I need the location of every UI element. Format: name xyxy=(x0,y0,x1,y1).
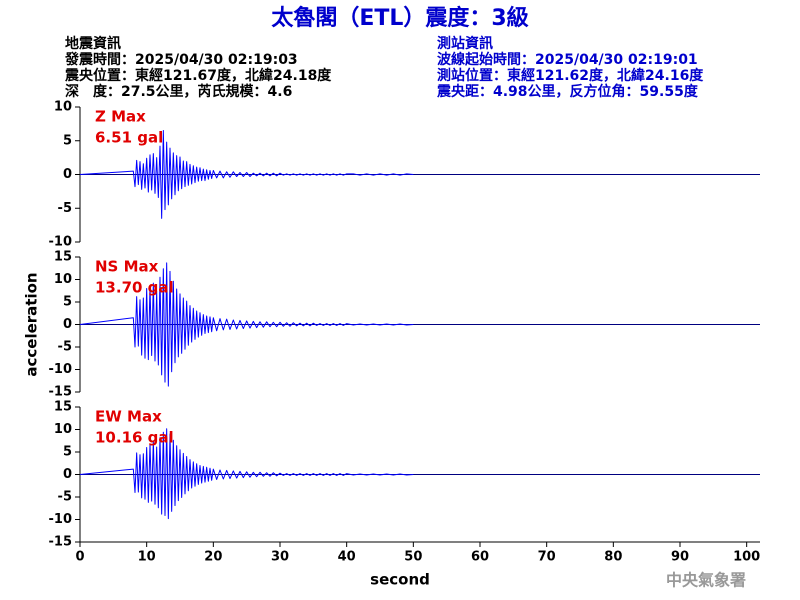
y-tick-label: -5 xyxy=(58,340,72,355)
station-info: 震央距：4.98公里，反方位角：59.55度 xyxy=(436,83,699,100)
y-tick-label: 15 xyxy=(54,250,72,265)
station-info: 測站位置：東經121.62度，北緯24.16度 xyxy=(437,67,704,84)
station-info: 測站資訊 xyxy=(437,35,493,52)
y-tick-label: 10 xyxy=(54,272,72,287)
x-tick-label: 50 xyxy=(404,550,422,565)
max-annotation: EW Max xyxy=(95,408,162,426)
event-info: 深 度：27.5公里，芮氏規模：4.6 xyxy=(65,83,292,100)
waveform xyxy=(79,130,414,219)
event-info: 震央位置：東經121.67度，北緯24.18度 xyxy=(64,67,332,84)
max-annotation: 13.70 gal xyxy=(95,279,174,297)
y-tick-label: 5 xyxy=(63,295,72,310)
y-tick-label: 0 xyxy=(63,167,72,182)
y-tick-label: -15 xyxy=(49,385,73,400)
x-tick-label: 100 xyxy=(733,550,760,565)
y-tick-label: -10 xyxy=(49,512,73,527)
station-info: 波線起始時間：2025/04/30 02:19:01 xyxy=(437,51,698,68)
x-tick-label: 60 xyxy=(471,550,489,565)
x-tick-label: 70 xyxy=(538,550,556,565)
y-tick-label: -5 xyxy=(58,201,72,216)
max-annotation: 6.51 gal xyxy=(95,129,163,147)
y-tick-label: 15 xyxy=(54,400,72,415)
x-tick-label: 90 xyxy=(671,550,689,565)
footer: 中央氣象署 xyxy=(666,571,746,590)
x-axis-label: second xyxy=(370,571,430,589)
x-tick-label: 0 xyxy=(75,550,84,565)
x-tick-label: 30 xyxy=(271,550,289,565)
x-tick-label: 40 xyxy=(338,550,356,565)
waveform xyxy=(79,262,414,387)
y-tick-label: 0 xyxy=(63,467,72,482)
x-tick-label: 10 xyxy=(138,550,156,565)
y-tick-label: 5 xyxy=(63,133,72,148)
y-tick-label: 10 xyxy=(54,100,72,115)
y-axis-label: acceleration xyxy=(23,272,41,376)
y-tick-label: 0 xyxy=(63,317,72,332)
x-tick-label: 20 xyxy=(204,550,222,565)
max-annotation: Z Max xyxy=(95,108,146,126)
y-tick-label: -10 xyxy=(49,235,73,250)
max-annotation: 10.16 gal xyxy=(95,429,174,447)
waveform xyxy=(79,428,414,520)
max-annotation: NS Max xyxy=(95,258,159,276)
event-info: 發震時間：2025/04/30 02:19:03 xyxy=(64,51,298,68)
chart-title: 太魯閣（ETL）震度：3級 xyxy=(271,5,528,31)
event-info: 地震資訊 xyxy=(65,35,121,52)
y-tick-label: -5 xyxy=(58,490,72,505)
y-tick-label: -15 xyxy=(49,535,73,550)
y-tick-label: -10 xyxy=(49,362,73,377)
y-tick-label: 10 xyxy=(54,422,72,437)
y-tick-label: 5 xyxy=(63,445,72,460)
x-tick-label: 80 xyxy=(604,550,622,565)
